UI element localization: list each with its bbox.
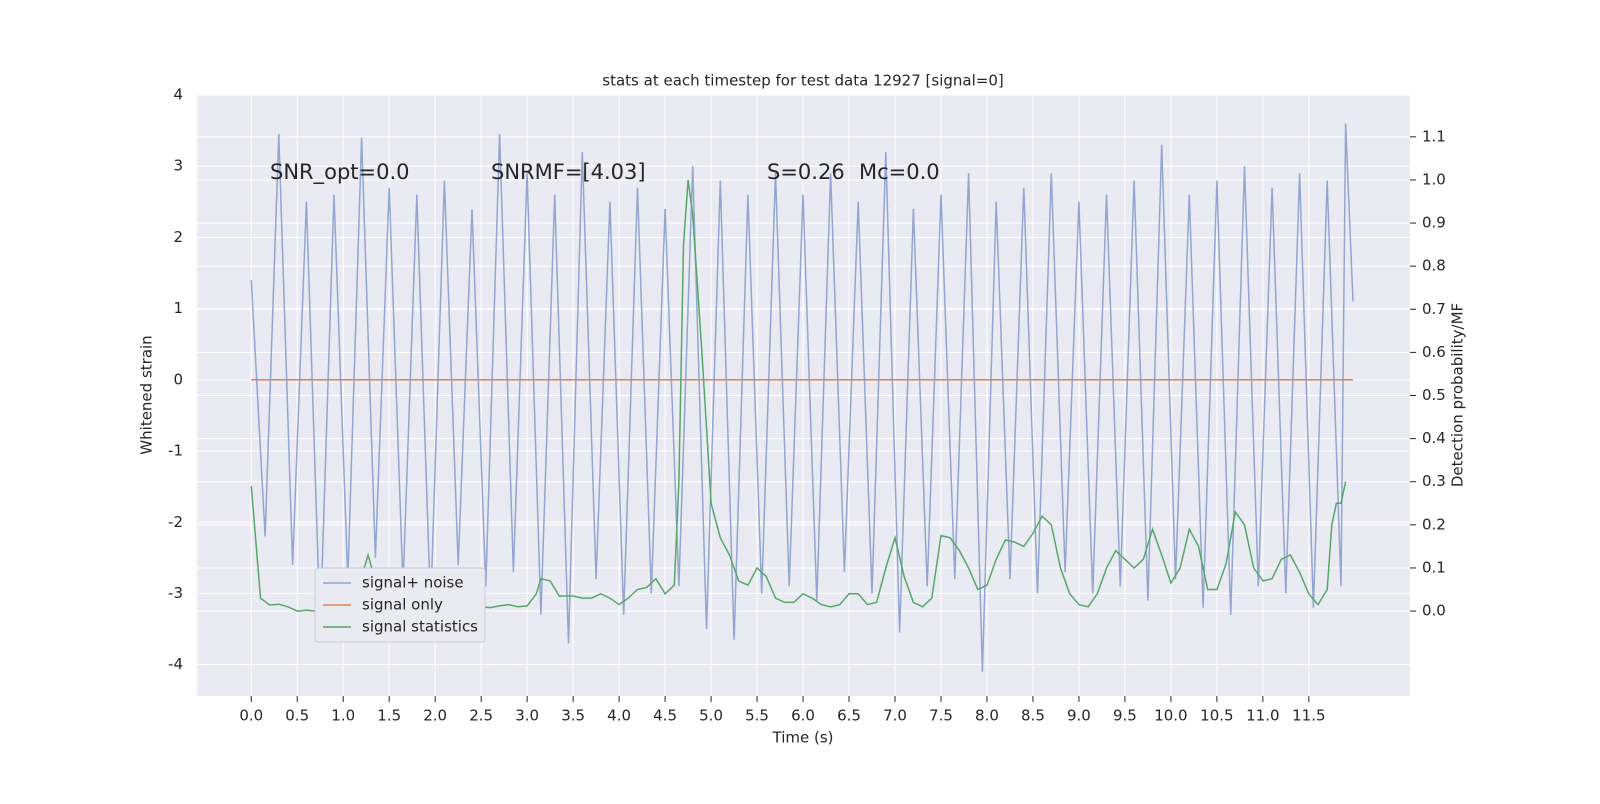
- x-tick-label: 0.0: [239, 707, 263, 725]
- y-tick-label: -3: [168, 584, 183, 602]
- x-tick-label: 9.0: [1067, 707, 1091, 725]
- y2-tick-label: 1.0: [1422, 170, 1446, 188]
- y2-tick-label: 0.8: [1422, 257, 1446, 275]
- annotation: SNRMF=[4.03]: [491, 160, 646, 184]
- y2-tick-label: 0.5: [1422, 386, 1446, 404]
- y2-tick-label: 1.1: [1422, 127, 1446, 145]
- y2-tick-label: 0.0: [1422, 602, 1446, 620]
- x-tick-label: 7.0: [883, 707, 907, 725]
- x-tick-label: 0.5: [285, 707, 309, 725]
- y-tick-label: 2: [173, 228, 183, 246]
- x-tick-label: 2.0: [423, 707, 447, 725]
- x-tick-label: 11.0: [1246, 707, 1279, 725]
- x-tick-label: 3.0: [515, 707, 539, 725]
- y-tick-label: -1: [168, 442, 183, 460]
- series-line: [250, 123, 1354, 672]
- x-tick-label: 9.5: [1113, 707, 1137, 725]
- y2-tick-label: 0.2: [1422, 515, 1446, 533]
- annotation: S=0.26: [767, 160, 845, 184]
- annotation: Mc=0.0: [859, 160, 940, 184]
- legend-label: signal only: [362, 596, 443, 614]
- legend-label: signal+ noise: [362, 574, 464, 592]
- x-tick-label: 4.0: [607, 707, 631, 725]
- chart-title: stats at each timestep for test data 129…: [602, 72, 1003, 90]
- x-tick-label: 3.5: [561, 707, 585, 725]
- y2-tick-label: 0.3: [1422, 472, 1446, 490]
- y2-tick-label: 0.9: [1422, 214, 1446, 232]
- legend-box: [314, 567, 486, 643]
- x-tick-label: 4.5: [653, 707, 677, 725]
- x-tick-label: 5.0: [699, 707, 723, 725]
- y-tick-label: 0: [173, 370, 183, 388]
- y2-tick-label: 0.1: [1422, 558, 1446, 576]
- x-tick-label: 2.5: [469, 707, 493, 725]
- y-tick-label: -2: [168, 513, 183, 531]
- x-tick-label: 7.5: [929, 707, 953, 725]
- x-tick-label: 11.5: [1292, 707, 1325, 725]
- x-tick-label: 1.0: [331, 707, 355, 725]
- y2-tick-label: 0.6: [1422, 343, 1446, 361]
- y2-tick-label: 0.4: [1422, 429, 1446, 447]
- x-tick-label: 1.5: [377, 707, 401, 725]
- legend-label: signal statistics: [362, 618, 478, 636]
- annotation: SNR_opt=0.0: [270, 160, 410, 185]
- y2-axis-label: Detection probability/MF: [1449, 303, 1467, 487]
- x-tick-label: 6.0: [791, 707, 815, 725]
- x-tick-label: 10.0: [1154, 707, 1187, 725]
- y-tick-label: 3: [173, 157, 183, 175]
- x-axis-label: Time (s): [772, 729, 834, 747]
- x-tick-label: 10.5: [1200, 707, 1233, 725]
- x-tick-label: 8.5: [1021, 707, 1045, 725]
- x-tick-label: 8.0: [975, 707, 999, 725]
- y-tick-label: 1: [173, 299, 183, 317]
- y-axis-label: Whitened strain: [138, 335, 156, 454]
- y-tick-label: -4: [168, 655, 183, 673]
- x-tick-label: 6.5: [837, 707, 861, 725]
- y2-tick-label: 0.7: [1422, 300, 1446, 318]
- x-tick-label: 5.5: [745, 707, 769, 725]
- y-tick-label: 4: [173, 86, 183, 104]
